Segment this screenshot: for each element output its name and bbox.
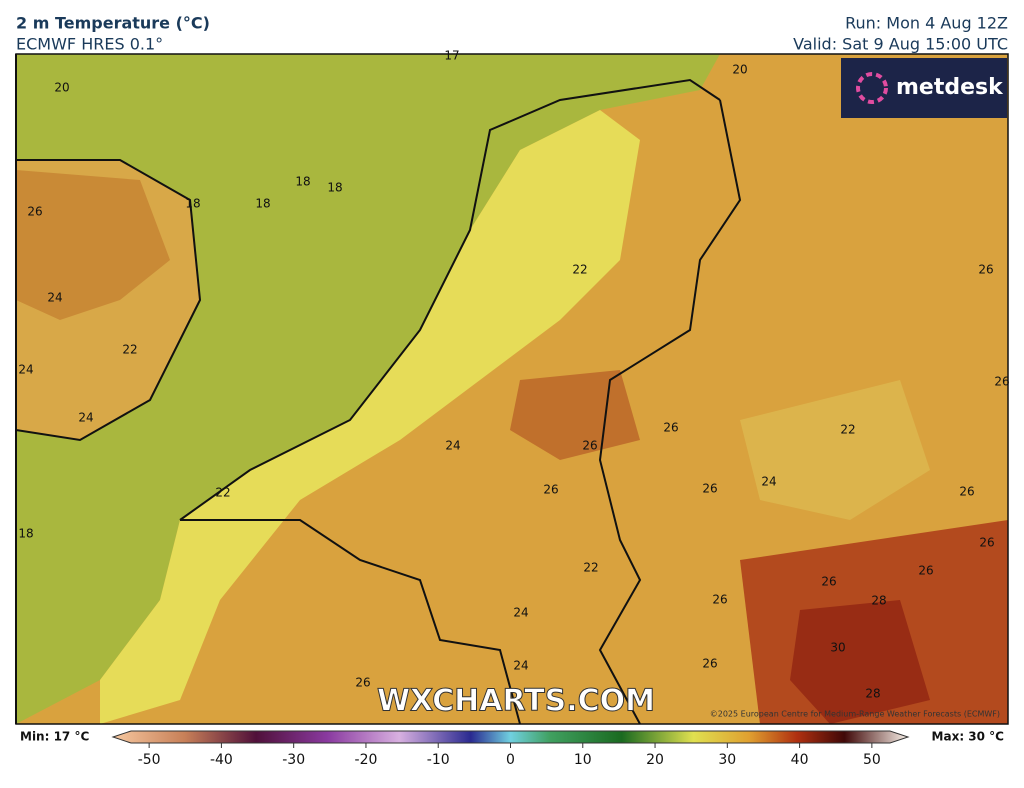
- hottest-area: [790, 600, 930, 724]
- colorbar-tick-label: 30: [718, 752, 736, 768]
- contour-label: 24: [18, 363, 33, 377]
- min-label: Min: 17 °C: [20, 730, 89, 744]
- contour-label: 26: [712, 593, 727, 607]
- cool-hills: [740, 380, 930, 520]
- logo-text: metdesk: [896, 75, 1004, 100]
- colorbar-tick-label: -50: [138, 752, 161, 768]
- contour-label: 26: [994, 375, 1009, 389]
- contour-label: 26: [355, 676, 370, 690]
- subtitle: ECMWF HRES 0.1°: [16, 35, 163, 54]
- contour-label: 22: [572, 263, 587, 277]
- contour-label: 26: [978, 263, 993, 277]
- contour-label: 20: [54, 81, 69, 95]
- contour-label: 17: [444, 49, 459, 63]
- contour-label: 20: [732, 63, 747, 77]
- logo-box: [841, 58, 1007, 118]
- run-time: Run: Mon 4 Aug 12Z: [845, 14, 1008, 33]
- contour-label: 24: [513, 606, 528, 620]
- max-label: Max: 30 °C: [932, 730, 1005, 744]
- contour-label: 24: [445, 439, 460, 453]
- map-frame: [15, 53, 1009, 725]
- colorbar-tick-label: -20: [355, 752, 378, 768]
- contour-label: 26: [663, 421, 678, 435]
- contour-label: 22: [583, 561, 598, 575]
- contour-label: 26: [959, 485, 974, 499]
- contour-label: 24: [761, 475, 776, 489]
- colorbar-bar: [111, 730, 910, 744]
- colorbar-tick-label: 0: [506, 752, 515, 768]
- colorbar-tick-label: 40: [791, 752, 809, 768]
- contour-label: 24: [513, 659, 528, 673]
- contour-label: 26: [582, 439, 597, 453]
- contour-label: 26: [821, 575, 836, 589]
- colorbar-tick-label: 20: [646, 752, 664, 768]
- colorbar-tick-label: 50: [863, 752, 881, 768]
- colorbar-tick-label: -30: [282, 752, 305, 768]
- contour-label: 26: [27, 205, 42, 219]
- contour-label: 18: [327, 181, 342, 195]
- contour-labels: 20 18 18 18 18 26 24 22 24 24 18 22 24 26 26 22 22 24 24 26…: [18, 49, 1009, 701]
- contour-label: 22: [840, 423, 855, 437]
- contour-label: 18: [295, 175, 310, 189]
- colorbar-tick-label: -40: [210, 752, 233, 768]
- contour-label: 26: [543, 483, 558, 497]
- contour-label: 18: [185, 197, 200, 211]
- contour-label: 22: [215, 486, 230, 500]
- logo-icon: [856, 72, 888, 104]
- contour-label: 30: [830, 641, 845, 655]
- contour-label: 24: [78, 411, 93, 425]
- england-warm: [16, 170, 170, 320]
- contour-label: 28: [871, 594, 886, 608]
- contour-label: 26: [702, 482, 717, 496]
- contour-label: 22: [122, 343, 137, 357]
- contour-label: 18: [255, 197, 270, 211]
- valid-time: Valid: Sat 9 Aug 15:00 UTC: [793, 35, 1008, 54]
- colorbar: -50 -40 -30 -20 -10 0 10 20 30 40 50: [111, 730, 910, 768]
- watermark: WXCHARTS.COM: [377, 684, 655, 719]
- colorbar-tick-label: 10: [574, 752, 592, 768]
- contour-label: 24: [47, 291, 62, 305]
- contour-label: 18: [18, 527, 33, 541]
- contour-label: 26: [918, 564, 933, 578]
- title: 2 m Temperature (°C): [16, 14, 210, 33]
- colorbar-tick-label: -10: [427, 752, 450, 768]
- contour-label: 26: [979, 536, 994, 550]
- contour-label: 26: [702, 657, 717, 671]
- map: 20 18 18 18 18 26 24 22 24 24 18 22 24 26 26 22 22 24 24 26…: [15, 49, 1010, 725]
- coastal-band: [100, 110, 640, 724]
- contour-label: 28: [865, 687, 880, 701]
- copyright: ©2025 European Centre for Medium-Range W…: [710, 710, 1000, 719]
